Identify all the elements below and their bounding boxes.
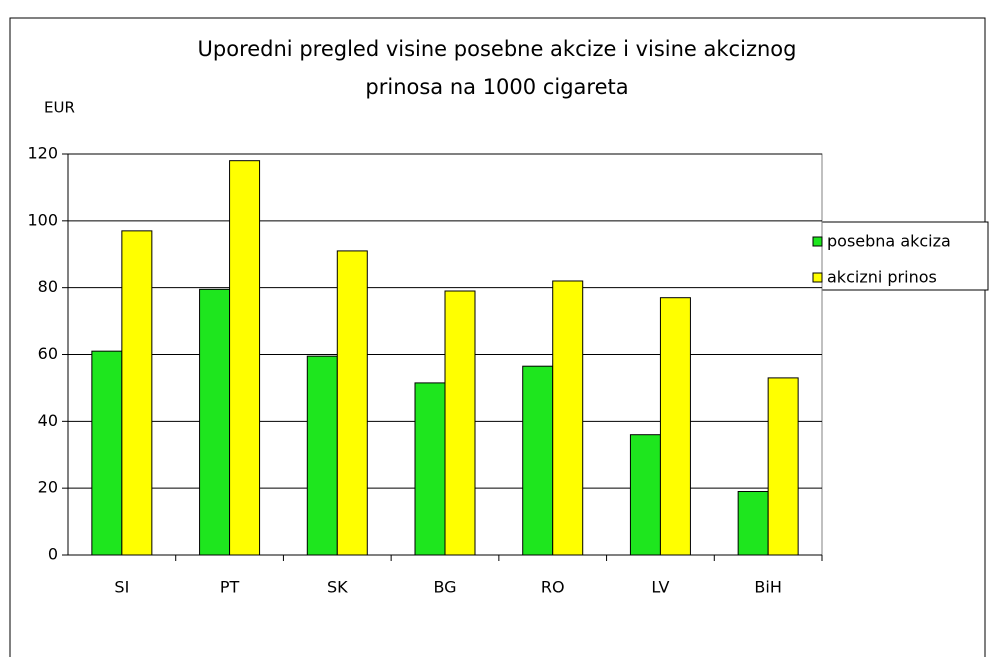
bar — [199, 288, 231, 556]
bar — [121, 230, 153, 556]
bar — [552, 280, 584, 556]
chart-title: Uporedni pregled visine posebne akcize i… — [198, 37, 797, 61]
y-tick-label: 0 — [48, 545, 58, 564]
legend-swatch — [812, 272, 823, 283]
x-tick-label: BiH — [754, 578, 781, 597]
legend-label: posebna akciza — [827, 232, 951, 251]
y-tick-label: 60 — [38, 344, 58, 363]
y-tick-label: 100 — [27, 210, 58, 229]
bar — [91, 350, 123, 556]
bar — [629, 434, 661, 556]
chart-title: prinosa na 1000 cigareta — [365, 75, 628, 99]
legend-swatch — [812, 236, 823, 247]
bar — [737, 491, 769, 556]
bar — [659, 297, 691, 556]
y-axis-label: EUR — [44, 99, 75, 117]
bar — [229, 160, 261, 556]
bar — [767, 377, 799, 556]
x-tick-label: SK — [327, 578, 348, 597]
x-tick-label: BG — [433, 578, 456, 597]
legend-label: akcizni prinos — [827, 268, 937, 287]
bar — [522, 365, 554, 556]
bar — [414, 382, 446, 556]
x-tick-label: SI — [114, 578, 129, 597]
bar — [306, 355, 338, 556]
x-tick-label: LV — [651, 578, 669, 597]
y-tick-label: 20 — [38, 478, 58, 497]
y-tick-label: 120 — [27, 144, 58, 163]
y-tick-label: 80 — [38, 277, 58, 296]
bar — [336, 250, 368, 556]
x-tick-label: PT — [220, 578, 240, 597]
legend — [804, 221, 989, 291]
y-tick-label: 40 — [38, 411, 58, 430]
x-tick-label: RO — [541, 578, 565, 597]
bar — [444, 290, 476, 556]
